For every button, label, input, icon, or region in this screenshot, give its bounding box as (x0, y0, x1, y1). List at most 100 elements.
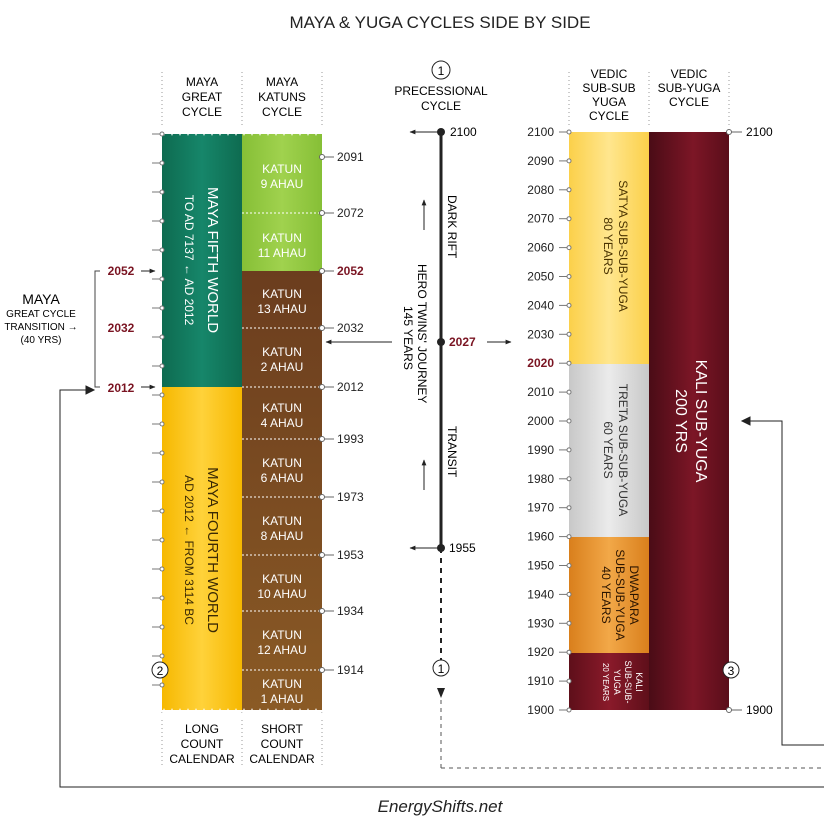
vedic-tick-dot (566, 245, 572, 251)
vedic-year: 1980 (527, 472, 554, 486)
treta-years: 60 YEARS (601, 421, 615, 478)
katun-ahau: 8 AHAU (261, 529, 304, 543)
zigzag-bottom-edge (160, 708, 324, 718)
vedic-year: 1910 (527, 674, 554, 688)
katun-tick (319, 436, 325, 442)
header-line: CYCLE (589, 109, 629, 123)
header-line: MAYA (266, 75, 298, 89)
vedic-tick-dot (566, 534, 572, 540)
katun-ahau: 2 AHAU (261, 360, 304, 374)
transition-year-2012: 2012 (108, 381, 135, 395)
vedic-year: 2050 (527, 270, 554, 284)
vedic-year: 1920 (527, 645, 554, 659)
katun-name: KATUN (262, 345, 302, 359)
maya-tick-dot (159, 595, 165, 601)
zigzag-top-edge (160, 126, 324, 136)
katun-tick (319, 210, 325, 216)
header-line: SUB-YUGA (658, 81, 721, 95)
header-line: VEDIC (591, 67, 628, 81)
hero-twins-label: HERO TWINS' JOURNEY (415, 264, 429, 403)
maya-tick-dot (159, 624, 165, 630)
vedic-tick-dot (566, 389, 572, 395)
vedic-year: 2070 (527, 212, 554, 226)
long-count-calendar: LONG COUNT CALENDAR (169, 722, 235, 766)
vedic-year: 2080 (527, 183, 554, 197)
fourth-world-dates: AD 2012 ← FROM 3114 BC (182, 475, 196, 625)
marker-2-label: 2 (157, 664, 164, 678)
vedic-year: 2030 (527, 327, 554, 341)
vedic-sub-header: VEDIC SUB-YUGA CYCLE (658, 67, 721, 109)
maya-tick-dot (159, 218, 165, 224)
vedic-subsub-header: VEDIC SUB-SUB YUGA CYCLE (582, 67, 635, 123)
yuga-labels: SATYA SUB-SUB-YUGA 80 YEARS TRETA SUB-SU… (599, 180, 709, 703)
kali-small-label: KALI (634, 672, 644, 692)
vedic-year: 2010 (527, 385, 554, 399)
katun-name: KATUN (262, 401, 302, 415)
long-count-line: COUNT (181, 737, 224, 751)
vedic-tick-dot (566, 274, 572, 279)
vedic-year: 1990 (527, 443, 554, 457)
katun-year: 1973 (337, 490, 364, 504)
header-line: SUB-SUB (582, 81, 635, 95)
maya-fourth-world-block (162, 387, 242, 710)
header-line: VEDIC (671, 67, 708, 81)
katun-year: 2091 (337, 150, 364, 164)
vedic-year: 1940 (527, 587, 554, 601)
katun-ahau: 1 AHAU (261, 692, 304, 706)
maya-katuns-cycle-header: MAYA KATUNS CYCLE (258, 75, 306, 119)
katun-ahau: 11 AHAU (258, 246, 306, 260)
katun-tick (319, 494, 325, 500)
maya-tick-dot (159, 537, 165, 543)
right-connector (740, 416, 824, 746)
katun-tick (319, 552, 325, 558)
transition-year-2052: 2052 (108, 264, 135, 278)
short-count-calendar: SHORT COUNT CALENDAR (249, 722, 315, 766)
fifth-world-title: MAYA FIFTH WORLD (204, 187, 221, 333)
maya-tick-dot (159, 160, 165, 166)
katun-tick (319, 154, 325, 160)
bottom-connector (59, 385, 824, 788)
katun-tick (319, 268, 325, 274)
fourth-world-title: MAYA FOURTH WORLD (204, 467, 221, 633)
vedic-tick-dot (566, 620, 572, 626)
katun-name: KATUN (262, 287, 302, 301)
katun-dividers (242, 212, 322, 671)
dwapara-years: 40 YEARS (599, 566, 613, 623)
treta-block (569, 364, 649, 537)
vedic-year: 1970 (527, 501, 554, 515)
katun-name: KATUN (262, 628, 302, 642)
maya-tick-dot (159, 479, 165, 485)
maya-tick-dot (159, 450, 165, 456)
short-count-line: SHORT (261, 722, 303, 736)
vedic-year: 1930 (527, 616, 554, 630)
katun-ahau: 10 AHAU (257, 587, 306, 601)
vedic-tick-dot (566, 476, 572, 482)
precessional-cycle: 1 PRECESSIONAL CYCLE 2100 2027 1955 DARK… (325, 60, 824, 769)
vedic-tick-dot (566, 158, 572, 164)
katun-name: KATUN (262, 456, 302, 470)
dwapara-block (569, 537, 649, 653)
katun-name: KATUN (262, 231, 302, 245)
vedic-right-labels: 2100 1900 (726, 125, 773, 717)
maya-fifth-world-label: MAYA FIFTH WORLD TO AD 7137 ← AD 2012 (182, 187, 221, 333)
katun-tick (319, 325, 325, 331)
transition-line: TRANSITION → (4, 322, 77, 333)
vedic-tick-dot (566, 331, 572, 337)
precession-marker-1: 1 (438, 64, 445, 78)
maya-tick-marks (152, 131, 165, 688)
maya-fifth-world-block (162, 134, 242, 387)
precession-marker-1-bottom: 1 (438, 662, 445, 676)
marker-3: 3 (722, 661, 740, 679)
katun-year: 1914 (337, 663, 364, 677)
katun-year-labels: 2091 2072 2052 2032 2012 1993 1973 1953 1934 1914 (319, 150, 364, 677)
vedic-year: 1960 (527, 530, 554, 544)
katun-brown-block (242, 271, 322, 710)
vedic-tick-dot (566, 591, 572, 597)
vedic-tick-dot (566, 216, 572, 222)
maya-tick-dot (159, 189, 165, 195)
vedic-tick-dot (566, 678, 572, 684)
dwapara-subtitle: SUB-SUB-YUGA (613, 549, 627, 640)
katun-year: 1953 (337, 548, 364, 562)
maya-tick-dot (159, 131, 165, 137)
